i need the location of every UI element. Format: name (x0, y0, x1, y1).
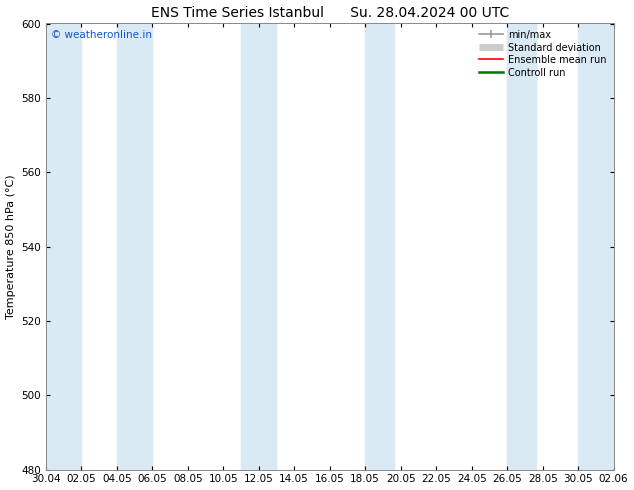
Legend: min/max, Standard deviation, Ensemble mean run, Controll run: min/max, Standard deviation, Ensemble me… (477, 28, 609, 79)
Bar (507, 24, 536, 469)
Y-axis label: Temperature 850 hPa (°C): Temperature 850 hPa (°C) (6, 174, 16, 319)
Bar (578, 24, 614, 469)
Bar (365, 24, 394, 469)
Bar (241, 24, 276, 469)
Text: © weatheronline.in: © weatheronline.in (51, 30, 152, 40)
Bar (117, 24, 152, 469)
Title: ENS Time Series Istanbul      Su. 28.04.2024 00 UTC: ENS Time Series Istanbul Su. 28.04.2024 … (150, 5, 509, 20)
Bar (46, 24, 81, 469)
